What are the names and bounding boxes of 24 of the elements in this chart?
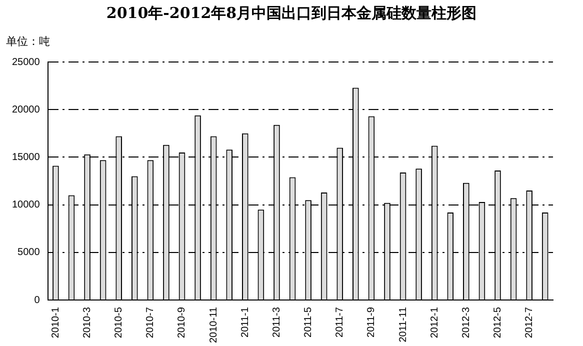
y-tick-label: 5000 [18, 247, 40, 258]
x-tick-label: 2010-7 [145, 306, 156, 338]
x-tick-label: 2010-3 [82, 306, 94, 338]
x-tick-label: 2011-5 [303, 306, 314, 338]
x-tick-label: 2012-5 [492, 306, 504, 338]
y-tick-label: 15000 [12, 152, 40, 163]
y-tick-label: 20000 [12, 104, 40, 116]
x-tick-label: 2011-11 [398, 306, 409, 342]
x-tick-label: 2012-1 [429, 306, 440, 338]
x-tick-label: 2011-3 [271, 306, 282, 338]
x-tick-label: 2010-11 [208, 306, 220, 344]
x-tick-label: 2011-9 [366, 306, 378, 338]
y-tick-label: 10000 [12, 200, 40, 211]
x-tick-label: 2010-1 [50, 306, 62, 338]
y-tick-label: 25000 [12, 56, 40, 68]
chart-title: 2010年-2012年8月中国出口到日本金属硅数量柱形图 [105, 4, 478, 23]
x-tick-label: 2010-5 [114, 306, 125, 338]
x-tick-label: 2012-3 [460, 306, 472, 338]
y-tick-label: 0 [34, 294, 40, 306]
x-tick-label: 2012-7 [524, 306, 536, 338]
x-tick-label: 2011-7 [334, 306, 346, 338]
x-tick-label: 2010-9 [176, 306, 188, 338]
x-tick-label: 2011-1 [240, 306, 251, 338]
text: 单位：吨 [6, 34, 50, 49]
